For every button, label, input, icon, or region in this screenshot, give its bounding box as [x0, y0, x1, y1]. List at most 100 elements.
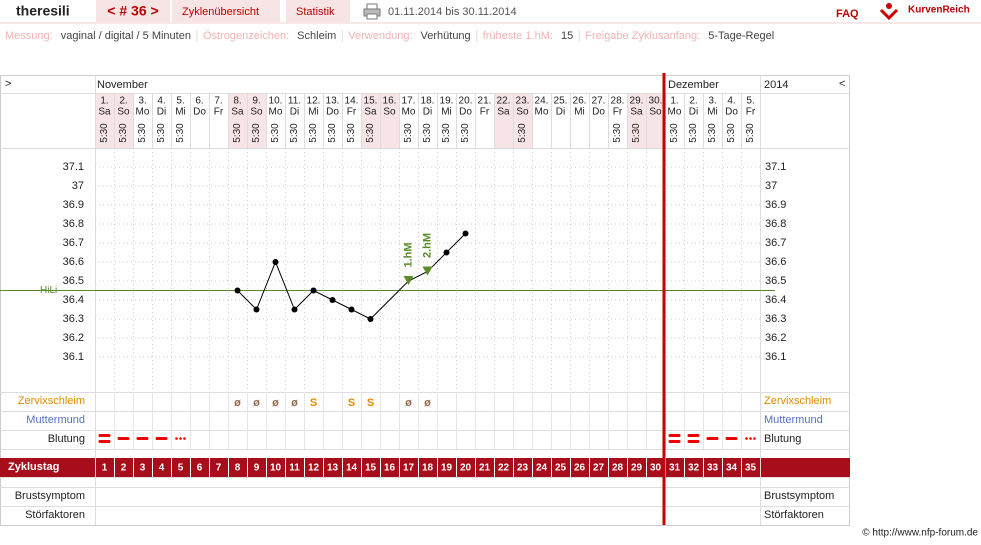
- time: 5:30: [175, 123, 186, 143]
- tab-box[interactable]: [172, 0, 280, 22]
- bleeding-mark: [706, 437, 719, 440]
- day-number: 11.: [288, 96, 301, 107]
- day-number: 12.: [307, 96, 321, 107]
- day-number: 8.: [233, 96, 241, 107]
- day-number: 7.: [214, 96, 222, 107]
- cycle-day: 28: [612, 463, 624, 474]
- day-number: 13.: [326, 96, 340, 107]
- cycle-day: 17: [403, 463, 415, 474]
- time: 5:30: [308, 123, 319, 143]
- mucus-sign: S: [348, 397, 355, 409]
- time: 5:30: [99, 123, 110, 143]
- setting-value: Verhütung: [421, 30, 471, 42]
- weekday: So: [250, 107, 263, 118]
- weekend-shade: [114, 93, 133, 148]
- cycle-day: 26: [574, 463, 586, 474]
- weekday: Sa: [497, 107, 510, 118]
- weekday: Do: [725, 107, 738, 118]
- time: 5:30: [327, 123, 338, 143]
- weekday: Fr: [347, 107, 357, 118]
- row-label: Störfaktoren: [25, 509, 85, 521]
- cycle-nav[interactable]: < # 36 >: [107, 3, 158, 19]
- bleed-bar: [706, 437, 719, 440]
- cycle-day: 1: [102, 463, 108, 474]
- month: Dezember: [668, 79, 719, 91]
- y-tick-label: 36.9: [63, 199, 84, 211]
- day-number: 15.: [364, 96, 378, 107]
- bleed-dot: [175, 437, 178, 440]
- logo-icon: [879, 3, 899, 21]
- setting-value: 5-Tage-Regel: [708, 30, 774, 42]
- time: 5:30: [745, 123, 756, 143]
- cycle-day: 10: [270, 463, 282, 474]
- weekday: Di: [290, 107, 299, 118]
- y-tick-label: 36.6: [765, 256, 786, 268]
- bleed-bar: [687, 434, 700, 437]
- bleed-dot: [753, 437, 756, 440]
- cycle-day: 25: [555, 463, 567, 474]
- mucus-sign: ø: [272, 397, 279, 409]
- day-number: 10.: [269, 96, 283, 107]
- cycle-day: 34: [726, 463, 738, 474]
- weekday: Mi: [175, 107, 186, 118]
- weekday: Mi: [707, 107, 718, 118]
- expand-button[interactable]: >: [5, 78, 11, 90]
- tab[interactable]: Statistik: [296, 6, 335, 18]
- logo[interactable]: KurvenReich: [908, 5, 970, 16]
- cycle-day: 14: [346, 463, 358, 474]
- row-label: Zervixschleim: [18, 395, 85, 407]
- day-number: 17.: [402, 96, 416, 107]
- nav-box[interactable]: [96, 0, 170, 22]
- weekday: Mi: [574, 107, 585, 118]
- weekend-shade: [494, 93, 513, 148]
- time: 5:30: [118, 123, 129, 143]
- weekday: Do: [592, 107, 605, 118]
- tab[interactable]: Zyklenübersicht: [182, 6, 259, 18]
- point: [443, 249, 450, 256]
- y-tick-label: 36.4: [765, 294, 786, 306]
- weekday: So: [516, 107, 529, 118]
- weekday: Sa: [231, 107, 244, 118]
- print-icon[interactable]: [363, 3, 381, 20]
- cycle-day: 33: [707, 463, 719, 474]
- weekday: Sa: [364, 107, 377, 118]
- day-number: 4.: [727, 96, 735, 107]
- weekday: Di: [556, 107, 565, 118]
- setting-value: vaginal / digital / 5 Minuten: [61, 30, 191, 42]
- day-number: 24.: [535, 96, 549, 107]
- expand-button[interactable]: <: [839, 78, 845, 90]
- point: [310, 287, 317, 294]
- weekday: Mo: [269, 107, 283, 118]
- time: 5:30: [270, 123, 281, 143]
- setting-label: Messung:: [5, 30, 53, 42]
- point: [462, 230, 469, 237]
- cycle-day: 24: [536, 463, 548, 474]
- weekday: So: [649, 107, 662, 118]
- row-label: Blutung: [48, 433, 85, 445]
- row-label: Muttermund: [764, 414, 823, 426]
- weekend-shade: [247, 93, 266, 148]
- day-number: 14.: [345, 96, 359, 107]
- weekday: Di: [423, 107, 432, 118]
- day-number: 6.: [195, 96, 203, 107]
- bleed-bar: [725, 437, 738, 440]
- day-number: 2.: [119, 96, 127, 107]
- tab-box[interactable]: [286, 0, 350, 22]
- point: [291, 306, 298, 313]
- mucus-sign: ø: [424, 397, 431, 409]
- weekday: So: [383, 107, 396, 118]
- day-number: 30.: [649, 96, 663, 107]
- bleed-bar: [136, 437, 149, 440]
- cycle-day: 6: [197, 463, 203, 474]
- weekend-shade: [513, 93, 532, 148]
- bleeding-mark: [745, 437, 756, 440]
- faq-link[interactable]: FAQ: [836, 8, 859, 20]
- time: 5:30: [232, 123, 243, 143]
- cycle-day: 8: [235, 463, 241, 474]
- weekday: Mi: [441, 107, 452, 118]
- time: 5:30: [403, 123, 414, 143]
- time: 5:30: [707, 123, 718, 143]
- time: 5:30: [726, 123, 737, 143]
- row-label: Zyklustag: [8, 461, 59, 473]
